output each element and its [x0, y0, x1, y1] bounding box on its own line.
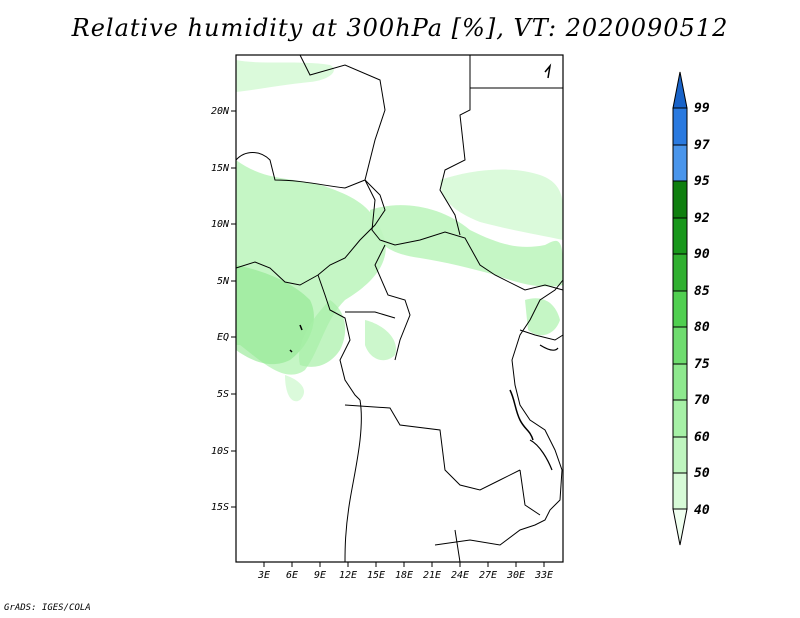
colorbar-box [672, 326, 688, 365]
colorbar-label: 95 [694, 174, 710, 189]
colorbar-box [672, 436, 688, 474]
colorbar-box [672, 144, 688, 182]
map-frame [235, 54, 564, 563]
colorbar-label: 70 [694, 393, 710, 408]
lon-label: 18E [395, 570, 413, 581]
credit-label: GrADS: IGES/COLA [4, 603, 91, 613]
lon-label: 27E [479, 570, 497, 581]
colorbar-label: 90 [694, 247, 710, 262]
colorbar-label: 40 [694, 503, 710, 518]
colorbar-label: 92 [694, 211, 710, 226]
colorbar-box [672, 399, 688, 438]
map-title: Relative humidity at 300hPa [%], VT: 202… [71, 14, 729, 42]
lon-label: 9E [314, 570, 326, 581]
humidity-patch-congo [365, 320, 396, 361]
lon-label: 33E [534, 570, 553, 581]
lat-label: 20N [211, 106, 230, 117]
colorbar-box [672, 217, 688, 255]
humidity-patch-lake [525, 298, 560, 336]
colorbar-box [672, 180, 688, 219]
colorbar-bottom-arrow [672, 508, 688, 546]
lon-label: 3E [257, 570, 270, 581]
colorbar-box [672, 253, 688, 292]
colorbar-label: 85 [694, 284, 710, 299]
humidity-patch-sahel [370, 205, 563, 287]
lat-label: 10N [211, 219, 230, 230]
lon-label: 15E [367, 570, 385, 581]
lat-label: 5S [217, 389, 229, 400]
colorbar-label: 50 [694, 466, 710, 481]
lat-label: 15N [211, 163, 230, 174]
colorbar-box [672, 107, 688, 146]
humidity-patch-gulf [236, 265, 314, 365]
humidity-patch-central [299, 300, 346, 367]
lat-label: 5N [217, 276, 230, 287]
colorbar-label: 99 [694, 101, 710, 116]
colorbar-top-arrow [672, 71, 688, 109]
humidity-patch-south [285, 375, 305, 402]
colorbar-label: 97 [694, 138, 710, 153]
lat-label: 10S [211, 446, 229, 457]
lon-label: 24E [451, 570, 469, 581]
colorbar-box [672, 472, 688, 510]
colorbar-box [672, 363, 688, 401]
colorbar-label: 80 [694, 320, 710, 335]
lat-label: 15S [211, 502, 229, 513]
colorbar-label: 60 [694, 430, 710, 445]
humidity-patch-north [236, 60, 334, 92]
colorbar-box [672, 290, 688, 328]
lon-axis: 3E 6E 9E 12E 15E 18E 21E 24E 27E 30E 33E [257, 562, 553, 581]
lon-label: 12E [339, 570, 357, 581]
lon-label: 30E [506, 570, 525, 581]
country-borders [235, 54, 564, 563]
lon-label: 6E [286, 570, 298, 581]
colorbar-label: 75 [694, 357, 710, 372]
lon-label: 21E [423, 570, 441, 581]
humidity-patch-east [440, 169, 563, 240]
humidity-field [236, 60, 563, 402]
lat-label: EQ [217, 332, 229, 343]
lat-axis: 20N 15N 10N 5N EQ 5S 10S 15S [211, 106, 236, 513]
colorbar: 40 50 60 70 75 80 85 90 92 95 97 99 [672, 71, 710, 546]
